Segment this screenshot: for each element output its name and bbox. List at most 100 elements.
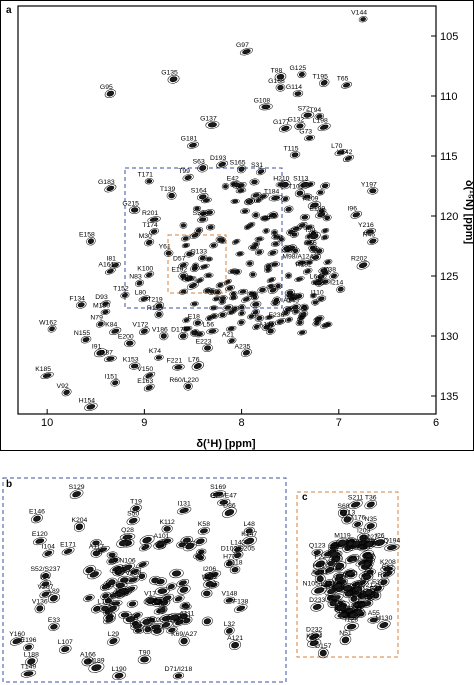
peak-contour-outer [341, 514, 354, 525]
unassigned-peak-contour [271, 262, 279, 267]
peak-contour-outer [81, 656, 95, 667]
unassigned-peak-contour [247, 261, 253, 266]
peak-contour-outer [339, 634, 352, 645]
unassigned-peak-contour-outer [103, 616, 116, 625]
peak-label: L32 [224, 621, 236, 628]
peak-contour-outer [103, 355, 117, 362]
unassigned-peak-contour-outer [182, 275, 193, 283]
peak-contour-outer [363, 228, 376, 235]
peak-contour-outer [187, 141, 199, 149]
peak-label: Y61 [159, 244, 171, 251]
unassigned-peak-contour [237, 188, 245, 193]
unassigned-peak-contour-outer [194, 226, 204, 234]
unassigned-peak-contour-outer [235, 181, 247, 190]
peak-label: E192 [171, 267, 187, 274]
y-tick-label: 115 [440, 151, 458, 163]
peak-label: L29 [108, 631, 120, 638]
peak-contour [297, 260, 307, 265]
peak-contour-outer [274, 72, 287, 82]
peak-label: T65 [337, 76, 349, 83]
peak-contour-outer [289, 303, 301, 311]
peak-label: L107 [58, 639, 73, 646]
x-tick-label: 8 [239, 417, 245, 429]
peak-contour [180, 637, 188, 645]
peak-contour [309, 640, 319, 647]
peak-contour-outer [307, 638, 322, 648]
unassigned-peak-contour-outer [176, 578, 190, 587]
peak-contour [226, 628, 233, 634]
peak-contour-outer [239, 47, 253, 56]
peak-contour-outer [348, 500, 363, 510]
peak-contour [114, 672, 124, 679]
peak-contour-outer [274, 318, 287, 326]
peak-label: F138 [233, 598, 249, 605]
peak-label: E158 [79, 232, 95, 239]
peak-contour [208, 329, 217, 334]
peak-label: T109 [288, 184, 304, 191]
peak-label: S211 [348, 495, 364, 502]
unassigned-peak-contour [180, 289, 187, 294]
peak-contour [310, 233, 319, 240]
peak-contour-outer [352, 520, 363, 529]
unassigned-peak-contour [111, 601, 121, 606]
unassigned-peak-contour-outer [209, 242, 218, 249]
unassigned-peak-contour-outer [323, 259, 333, 266]
peak-contour-outer [301, 111, 315, 120]
unassigned-peak-contour [108, 552, 116, 558]
unassigned-peak-contour [108, 558, 115, 564]
unassigned-peak-contour [115, 582, 125, 589]
unassigned-peak-contour [343, 585, 352, 591]
peak-contour [35, 538, 45, 544]
peak-label: I187 [100, 349, 113, 356]
peak-contour-outer [183, 382, 193, 391]
peak-label: E196 [21, 637, 37, 644]
peak-label: I81 [106, 256, 116, 263]
peak-contour-outer [367, 616, 381, 624]
peak-contour [337, 286, 344, 292]
peak-contour-outer [380, 569, 395, 579]
peak-contour-outer [182, 173, 194, 182]
peak-contour [200, 528, 208, 534]
unassigned-peak-contour-outer [284, 272, 293, 279]
unassigned-peak-contour [253, 324, 260, 329]
unassigned-peak-contour [253, 212, 259, 218]
unassigned-peak-contour-outer [289, 293, 300, 300]
peak-contour [372, 592, 380, 599]
peak-contour-outer [292, 90, 304, 98]
peak-label: T90 [139, 649, 151, 656]
peak-label: D175 [171, 327, 187, 334]
peak-contour-outer [100, 300, 111, 308]
peak-label: A117 [89, 543, 105, 550]
peak-label: W162 [39, 319, 57, 326]
peak-contour [359, 534, 368, 541]
peak-contour [225, 597, 234, 603]
unassigned-peak-contour [272, 241, 279, 246]
peak-contour [87, 238, 94, 244]
peak-label: I110 [311, 289, 324, 296]
unassigned-peak-contour-outer [333, 572, 346, 580]
peak-contour [61, 646, 70, 653]
peak-contour-outer [144, 178, 154, 185]
peak-contour [102, 309, 109, 315]
y-tick-label: 135 [440, 391, 458, 403]
unassigned-peak-contour [191, 302, 198, 306]
peak-label: Q123 [309, 542, 326, 549]
unassigned-peak-contour-outer [251, 294, 259, 301]
peak-contour-outer [178, 272, 189, 280]
unassigned-peak-contour-outer [176, 541, 189, 549]
peak-contour [374, 539, 385, 546]
peak-contour [155, 355, 163, 360]
peak-contour [179, 507, 189, 514]
unassigned-peak-contour [226, 286, 234, 291]
peak-contour-outer [327, 549, 342, 559]
unassigned-peak-contour [161, 622, 171, 628]
unassigned-peak-contour [253, 242, 259, 247]
peak-contour [145, 385, 153, 391]
unassigned-peak-contour-outer [257, 286, 268, 294]
peak-label: L190 [111, 666, 126, 673]
peak-label: V148 [221, 590, 237, 597]
peak-label: N79 [90, 315, 103, 322]
unassigned-peak-contour-outer [264, 314, 275, 320]
peak-contour-outer [172, 672, 185, 680]
